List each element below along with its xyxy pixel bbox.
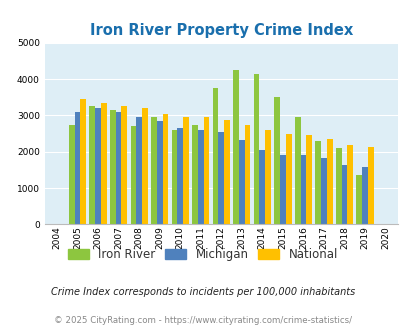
Bar xyxy=(279,155,285,224)
Bar xyxy=(136,117,142,224)
Text: Crime Index corresponds to incidents per 100,000 inhabitants: Crime Index corresponds to incidents per… xyxy=(51,287,354,297)
Bar xyxy=(315,141,320,224)
Bar xyxy=(101,103,107,224)
Bar xyxy=(110,110,115,224)
Bar xyxy=(320,158,326,224)
Bar xyxy=(347,145,352,224)
Bar xyxy=(274,97,279,224)
Bar xyxy=(218,132,224,224)
Bar xyxy=(142,108,147,224)
Bar xyxy=(341,165,347,224)
Bar xyxy=(121,106,127,224)
Bar xyxy=(244,124,250,224)
Bar xyxy=(238,140,244,224)
Title: Iron River Property Crime Index: Iron River Property Crime Index xyxy=(90,22,352,38)
Bar xyxy=(253,74,259,224)
Bar xyxy=(203,117,209,224)
Bar xyxy=(264,130,270,224)
Bar xyxy=(305,135,311,224)
Bar xyxy=(192,124,197,224)
Bar xyxy=(156,121,162,224)
Bar xyxy=(197,130,203,224)
Bar xyxy=(224,120,229,224)
Bar xyxy=(171,130,177,224)
Bar xyxy=(300,155,305,224)
Bar xyxy=(259,149,264,224)
Bar xyxy=(232,70,238,224)
Bar xyxy=(335,148,341,224)
Bar xyxy=(183,117,188,224)
Bar xyxy=(294,117,300,224)
Bar xyxy=(115,112,121,224)
Bar xyxy=(75,112,80,224)
Bar xyxy=(89,106,95,224)
Bar xyxy=(285,134,291,224)
Bar xyxy=(95,108,101,224)
Bar xyxy=(361,167,367,224)
Bar xyxy=(151,117,156,224)
Bar xyxy=(130,126,136,224)
Bar xyxy=(69,124,75,224)
Bar xyxy=(326,139,332,224)
Text: © 2025 CityRating.com - https://www.cityrating.com/crime-statistics/: © 2025 CityRating.com - https://www.city… xyxy=(54,316,351,325)
Legend: Iron River, Michigan, National: Iron River, Michigan, National xyxy=(63,244,342,266)
Bar xyxy=(356,176,361,224)
Bar xyxy=(212,88,218,224)
Bar xyxy=(80,99,86,224)
Bar xyxy=(367,147,373,224)
Bar xyxy=(162,114,168,224)
Bar xyxy=(177,128,183,224)
